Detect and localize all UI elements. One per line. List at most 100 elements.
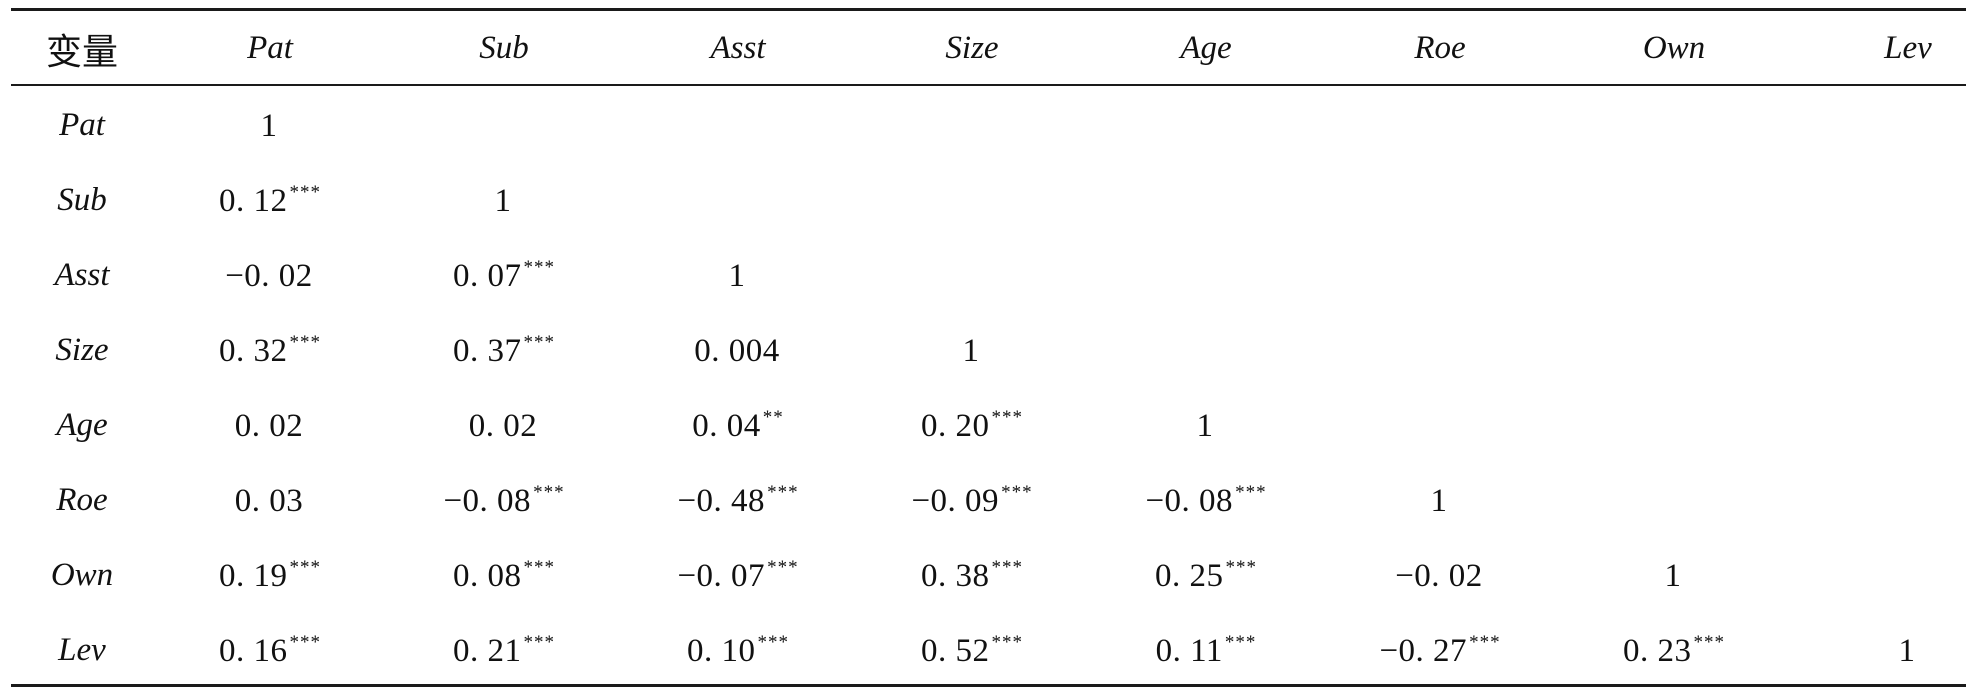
coefficient-value: 0. 21: [453, 632, 522, 669]
row-label-asst: Asst: [54, 257, 110, 293]
table-cell: 0. 25 ***: [1089, 538, 1323, 613]
column-header-pat: Pat: [247, 30, 293, 66]
cell-value-group: 1: [729, 258, 748, 294]
table-cell: 0. 03: [153, 463, 387, 538]
coefficient-value: 0. 04: [692, 407, 761, 444]
cell-value-group: [1907, 483, 1909, 519]
coefficient-value: 0. 23: [1623, 632, 1692, 669]
table-cell: 0. 32 ***: [153, 313, 387, 388]
cell-value-group: 0. 08 ***: [453, 557, 555, 594]
significance-stars: **: [762, 406, 784, 428]
table-cell: 1: [153, 88, 387, 163]
cell-value-group: [1907, 558, 1909, 594]
table-cell: [1791, 313, 1971, 388]
coefficient-value: 1: [728, 257, 746, 294]
table-cell: [1323, 313, 1557, 388]
table-cell: [1089, 163, 1323, 238]
coefficient-value: 0. 07: [453, 257, 522, 294]
table-cell: 0. 21 ***: [387, 613, 621, 688]
significance-stars: ***: [757, 631, 789, 653]
table-cell: [621, 163, 855, 238]
table-cell: 0. 52 ***: [855, 613, 1089, 688]
top-rule: [11, 8, 1966, 11]
significance-stars: ***: [289, 331, 321, 353]
table-cell: [1089, 88, 1323, 163]
cell-value-group: [1673, 483, 1675, 519]
table-row: Size 0. 32 *** 0. 37 *** 0. 004 1: [11, 313, 1971, 388]
coefficient-value: −0. 02: [1395, 557, 1483, 594]
table-row: Asst −0. 02 0. 07 *** 1: [11, 238, 1971, 313]
table-row: Roe 0. 03 −0. 08 *** −0. 48 *** −0. 09 *** −0. 0…: [11, 463, 1971, 538]
table-row: Lev 0. 16 *** 0. 21 *** 0. 10 *** 0. 52 *** 0. 11…: [11, 613, 1971, 688]
table-cell: 1: [1089, 388, 1323, 463]
cell-value-group: −0. 02: [1395, 558, 1485, 594]
cell-value-group: [503, 108, 505, 144]
table-cell: [855, 238, 1089, 313]
table-cell: [1791, 163, 1971, 238]
table-cell: [1557, 388, 1791, 463]
significance-stars: ***: [1693, 631, 1725, 653]
coefficient-value: 1: [1196, 407, 1214, 444]
cell-value-group: [737, 108, 739, 144]
cell-value-group: 1: [1197, 408, 1216, 444]
header-rule: [11, 84, 1966, 86]
coefficient-value: 0. 52: [921, 632, 990, 669]
coefficient-value: 1: [1898, 632, 1916, 669]
coefficient-value: 0. 08: [453, 557, 522, 594]
table-cell: −0. 02: [1323, 538, 1557, 613]
cell-value-group: 0. 12 ***: [219, 181, 321, 219]
cell-value-group: [1439, 108, 1441, 144]
significance-stars: ***: [991, 556, 1023, 578]
coefficient-value: 0. 32: [219, 332, 288, 369]
significance-stars: ***: [991, 406, 1023, 428]
table-cell: [1557, 313, 1791, 388]
table-cell: −0. 07 ***: [621, 538, 855, 613]
table-cell: [1323, 388, 1557, 463]
table-cell: 0. 02: [153, 388, 387, 463]
significance-stars: ***: [1235, 481, 1267, 503]
header-variable-label: 变量: [45, 31, 118, 73]
cell-value-group: [737, 183, 739, 219]
cell-value-group: [1205, 333, 1207, 369]
significance-stars: ***: [289, 181, 321, 203]
coefficient-value: 1: [260, 107, 278, 144]
table-cell: [1323, 163, 1557, 238]
cell-value-group: [1907, 333, 1909, 369]
cell-value-group: [1673, 183, 1675, 219]
cell-value-group: −0. 09 ***: [911, 482, 1032, 519]
cell-value-group: [1907, 108, 1909, 144]
cell-value-group: 0. 04 **: [692, 406, 784, 444]
cell-value-group: [1907, 408, 1909, 444]
significance-stars: ***: [1225, 556, 1257, 578]
cell-value-group: [1907, 183, 1909, 219]
cell-value-group: 0. 20 ***: [921, 406, 1023, 444]
table-cell: [1557, 163, 1791, 238]
table-cell: 0. 04 **: [621, 388, 855, 463]
table-cell: [855, 88, 1089, 163]
cell-value-group: −0. 08 ***: [1145, 481, 1267, 519]
cell-value-group: [1673, 258, 1675, 294]
coefficient-value: −0. 09: [911, 482, 1000, 519]
bottom-rule: [11, 684, 1966, 687]
column-header-age: Age: [1180, 30, 1232, 66]
table-cell: [1791, 538, 1971, 613]
significance-stars: ***: [289, 556, 321, 578]
significance-stars: ***: [1469, 631, 1501, 653]
cell-value-group: 1: [1431, 483, 1450, 519]
significance-stars: ***: [767, 556, 799, 578]
table-cell: 1: [1791, 613, 1971, 688]
significance-stars: ***: [533, 481, 565, 503]
table-cell: 0. 12 ***: [153, 163, 387, 238]
coefficient-value: −0. 08: [1145, 482, 1234, 519]
coefficient-value: 0. 19: [219, 557, 288, 594]
cell-value-group: [1673, 408, 1675, 444]
coefficient-value: 1: [962, 332, 980, 369]
cell-value-group: 0. 02: [235, 408, 306, 444]
cell-value-group: 1: [1899, 633, 1918, 669]
table-cell: [387, 88, 621, 163]
significance-stars: ***: [523, 256, 555, 278]
column-header-size: Size: [945, 30, 999, 66]
coefficient-value: 0. 12: [219, 182, 288, 219]
table-cell: [1791, 88, 1971, 163]
coefficient-value: 0. 11: [1155, 632, 1223, 669]
